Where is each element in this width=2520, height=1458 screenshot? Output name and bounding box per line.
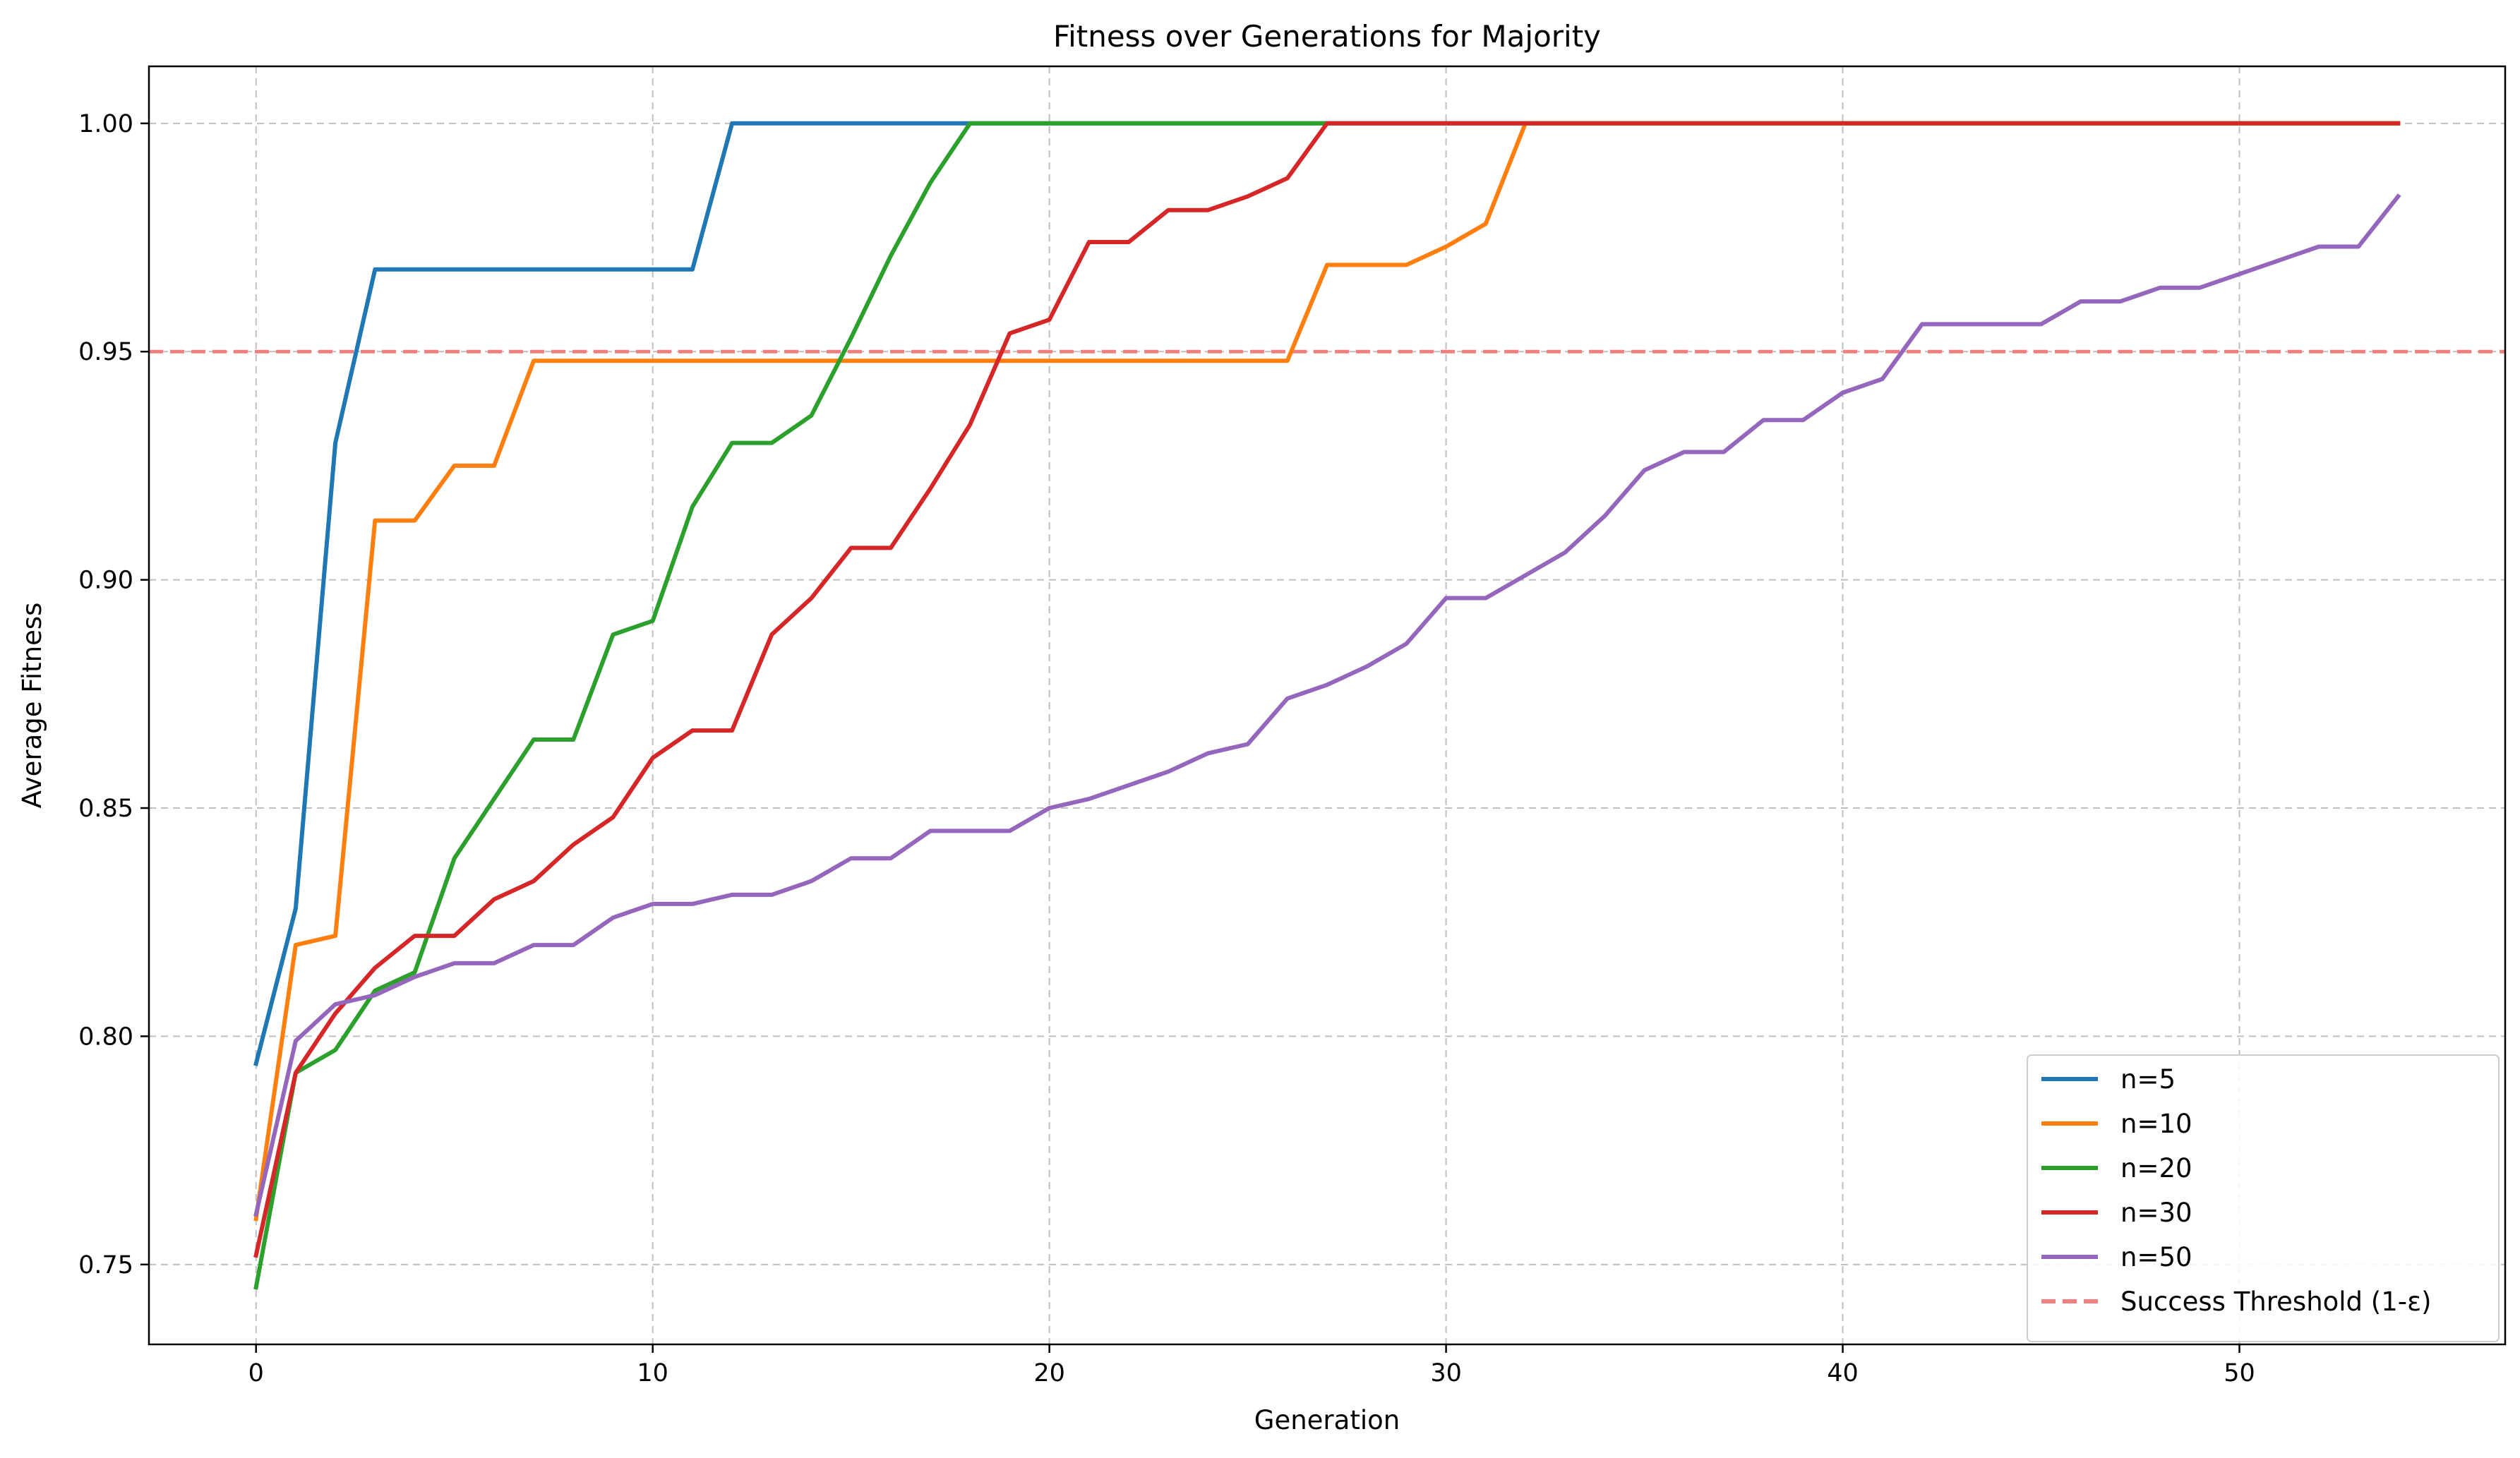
y-axis-label: Average Fitness	[17, 603, 47, 809]
chart-title: Fitness over Generations for Majority	[1053, 19, 1601, 54]
x-tick-label: 30	[1430, 1359, 1462, 1387]
series-line-n-30	[253, 121, 2401, 1258]
series-line-n-50	[253, 193, 2401, 1217]
legend-box	[2027, 1054, 2500, 1342]
legend-label: n=10	[2120, 1109, 2192, 1139]
y-tick-label: 1.00	[78, 110, 133, 138]
plot-frame	[148, 65, 2507, 1346]
legend-label: n=30	[2120, 1198, 2192, 1228]
x-tick-label: 10	[637, 1359, 668, 1387]
legend: n=5 n=10 n=20 n=30 n=50 Success Threshold (1-…	[2027, 1054, 2500, 1342]
x-axis-label: Generation	[1254, 1405, 1400, 1435]
x-tick-label: 0	[248, 1359, 264, 1387]
y-tick-label: 0.95	[78, 338, 133, 366]
y-tick-label: 0.75	[78, 1251, 133, 1279]
ticks: 0 10 20 30 40 50 0.75 0.80 0.85 0.90 0.95 1.00	[78, 110, 2255, 1387]
x-tick-label: 50	[2224, 1359, 2255, 1387]
legend-label: n=20	[2120, 1153, 2192, 1183]
x-tick-label: 40	[1827, 1359, 1859, 1387]
y-tick-label: 0.90	[78, 567, 133, 595]
y-tick-label: 0.80	[78, 1023, 133, 1051]
y-tick-label: 0.85	[78, 795, 133, 823]
legend-label: n=50	[2120, 1242, 2192, 1272]
series-layer	[253, 121, 2401, 1290]
legend-label: n=5	[2120, 1064, 2176, 1095]
legend-label: Success Threshold (1-ε)	[2120, 1287, 2432, 1317]
x-tick-label: 20	[1033, 1359, 1065, 1387]
